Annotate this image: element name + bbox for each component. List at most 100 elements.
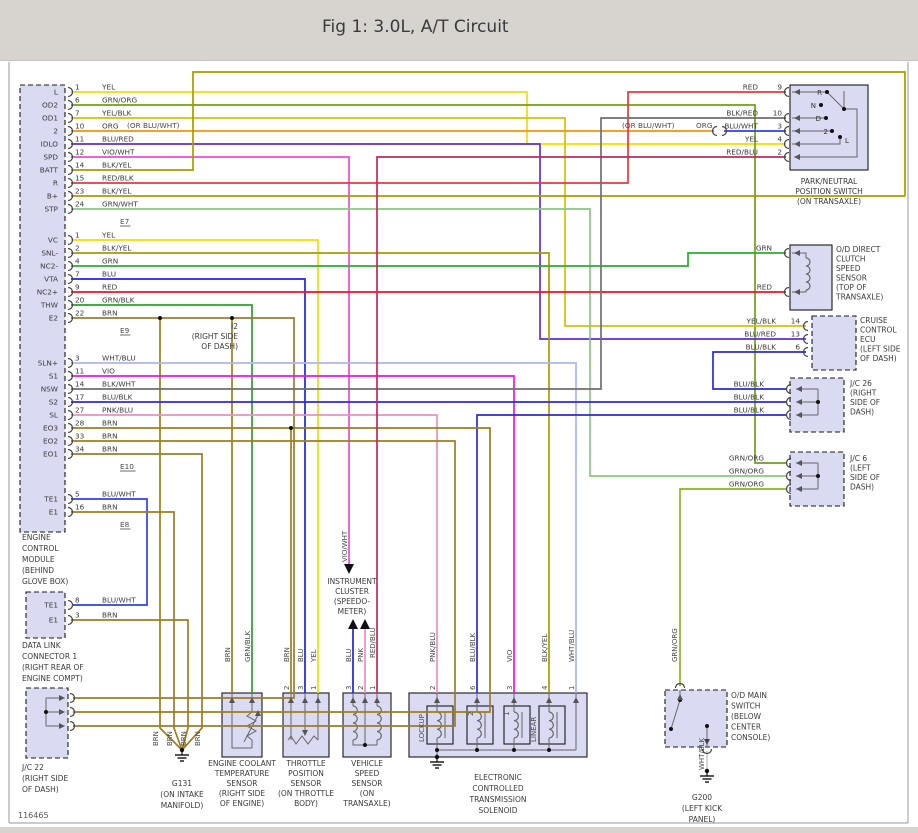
cruise-control-ecu-pin-number: 14	[791, 317, 801, 326]
ecm-pin-number: 17	[75, 393, 85, 402]
od-direct-clutch-speed-sensor-label: TRANSAXLE)	[835, 293, 883, 302]
ecm-pin-number: 24	[75, 200, 85, 209]
wire-vio-wht	[71, 156, 350, 566]
jc-6-box	[789, 451, 845, 507]
pin-arc	[67, 112, 74, 124]
gear-position-letter: D	[816, 115, 821, 123]
pin-arc	[67, 396, 74, 408]
arrow-l	[794, 128, 800, 134]
electronic-controlled-transmission-solenoid-label: CONTROLLED	[472, 784, 524, 793]
g200-label: PANEL)	[689, 815, 716, 824]
pin-arc	[69, 706, 76, 718]
ecm-pin-number: 2	[75, 244, 80, 253]
pin-arc	[67, 599, 74, 611]
cruise-control-ecu-label: CRUISE	[860, 316, 888, 325]
pin-arc	[785, 483, 792, 495]
ecm-pin-number: 9	[75, 283, 80, 292]
pin-arc	[785, 383, 792, 395]
ecm-wire-label: GRN/WHT	[102, 200, 138, 209]
cruise-control-ecu-wire-label: YEL/BLK	[746, 317, 777, 326]
junction-dot	[816, 400, 820, 404]
ecm-wire-label: BLK/YEL	[102, 161, 132, 170]
engine-coolant-temperature-sensor-label: (RIGHT SIDE	[219, 789, 266, 798]
pin-arc	[783, 286, 790, 298]
junction-dot	[475, 748, 479, 752]
ecm-pin-number: 3	[75, 611, 80, 620]
electronic-controlled-transmission-solenoid-label: SOLENOID	[478, 806, 517, 815]
ecm-wire-label: BLK/YEL	[102, 244, 132, 253]
ecm-pin-number: 14	[75, 380, 85, 389]
wire-grn-wht	[71, 208, 786, 477]
jc-26-label: (RIGHT	[850, 389, 877, 398]
ecm-pin-number: 15	[75, 174, 84, 183]
wire-label-vertical: BLU	[345, 649, 353, 662]
park-neutral-position-switch-wire-label: RED	[743, 83, 759, 92]
ecm-pin-number: 14	[75, 161, 85, 170]
cruise-control-ecu-wire-label: BLU/BLK	[746, 343, 777, 352]
jc-26-label: J/C 26	[849, 379, 872, 388]
junction-dot	[705, 724, 709, 728]
ecm-wire-label: BLK/YEL	[102, 187, 132, 196]
ecm-pin-name: EO3	[43, 424, 58, 433]
arrow-d	[704, 739, 710, 745]
pin-arc	[67, 286, 74, 298]
park-neutral-position-switch-pin-number: 9	[777, 83, 782, 92]
ecm-wire-label: ORG	[102, 122, 119, 131]
instrument-cluster-label: METER)	[338, 607, 367, 616]
arrow-u	[350, 697, 356, 703]
bottom-strip	[0, 827, 918, 833]
ecm-pin-number: 33	[75, 432, 85, 441]
ecm-pin-name: SLN+	[38, 359, 58, 368]
i2-junction-label: I2	[231, 322, 238, 331]
data-link-connector-1-label: ENGINE COMPT)	[22, 674, 83, 683]
wire-label-vertical: BLU	[297, 649, 305, 662]
pin-arc	[711, 125, 718, 137]
ecm-wire-label: YEL/BLK	[101, 109, 132, 118]
ecm-pin-number: 16	[75, 503, 85, 512]
ecm-pin-number: 20	[75, 296, 85, 305]
park-neutral-position-switch-wire-label: YEL	[744, 135, 759, 144]
solenoid-linear-box	[538, 705, 566, 745]
ecm-pin-number: 11	[75, 135, 84, 144]
vehicle-speed-sensor-label: SPEED	[355, 769, 380, 778]
ecm-wire-label: BRN	[102, 309, 118, 318]
arrow-r	[59, 723, 65, 729]
od-main-switch-label: CENTER	[731, 723, 761, 732]
ecm-pin-number: 6	[75, 96, 80, 105]
od-direct-clutch-speed-sensor-label: O/D DIRECT	[836, 245, 881, 254]
arrow-l	[794, 115, 800, 121]
arrow-l	[796, 460, 802, 466]
ecm-pin-number: 22	[75, 309, 84, 318]
wire-blk-wht	[71, 117, 786, 390]
ecm-pin-name: NC2+	[37, 288, 58, 297]
ecm-wire-label: VIO	[102, 367, 115, 376]
internal-line	[794, 108, 858, 158]
junction-dot	[44, 710, 48, 714]
wire-brn	[71, 619, 189, 751]
ecm-pin-number: 7	[75, 109, 80, 118]
arrow-l	[794, 89, 800, 95]
coil-symbol	[513, 711, 519, 739]
wire-label-vertical: WHT/BLU	[568, 630, 576, 662]
wire-label-vertical: BRN	[152, 731, 160, 746]
od-main-switch-label: (BELOW	[731, 712, 762, 721]
engine-coolant-temperature-sensor-label: SENSOR	[227, 779, 258, 788]
junction-dot	[547, 748, 551, 752]
engine-coolant-temperature-sensor-label: TEMPERATURE	[214, 769, 270, 778]
arrow-u	[315, 697, 321, 703]
engine-coolant-temperature-sensor-label: OF ENGINE)	[220, 799, 264, 808]
ecm-wire-label: BLU	[102, 270, 116, 279]
ecm-pin-number: 8	[75, 596, 80, 605]
wire-label-vertical: WHT/BLK	[698, 737, 706, 770]
jc-26-wire-label: BLU/BLK	[734, 406, 765, 415]
junction-dot	[669, 727, 673, 731]
arrow-l	[794, 154, 800, 160]
ecm-wire-label: BRN	[102, 432, 118, 441]
wire-blk-yel	[71, 252, 550, 693]
vehicle-speed-sensor-label: SENSOR	[352, 779, 383, 788]
arrow-u	[288, 697, 294, 703]
wire-brn	[159, 318, 183, 751]
engine-control-module-label: CONTROL	[22, 544, 59, 553]
